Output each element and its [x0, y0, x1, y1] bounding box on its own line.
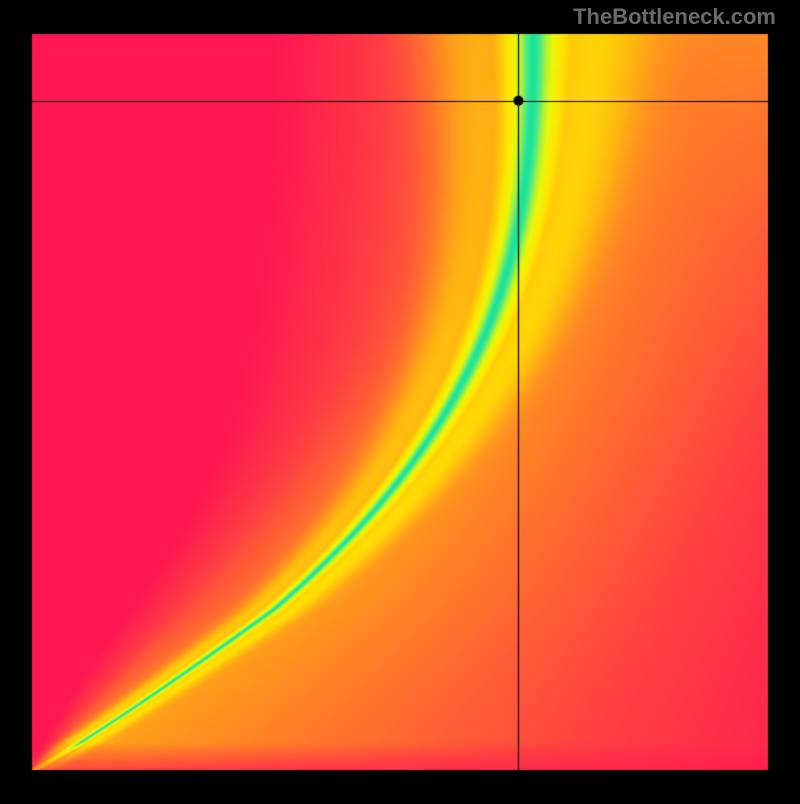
- bottleneck-heatmap: [28, 30, 772, 774]
- watermark-text: TheBottleneck.com: [0, 0, 800, 30]
- plot-container: [0, 30, 800, 804]
